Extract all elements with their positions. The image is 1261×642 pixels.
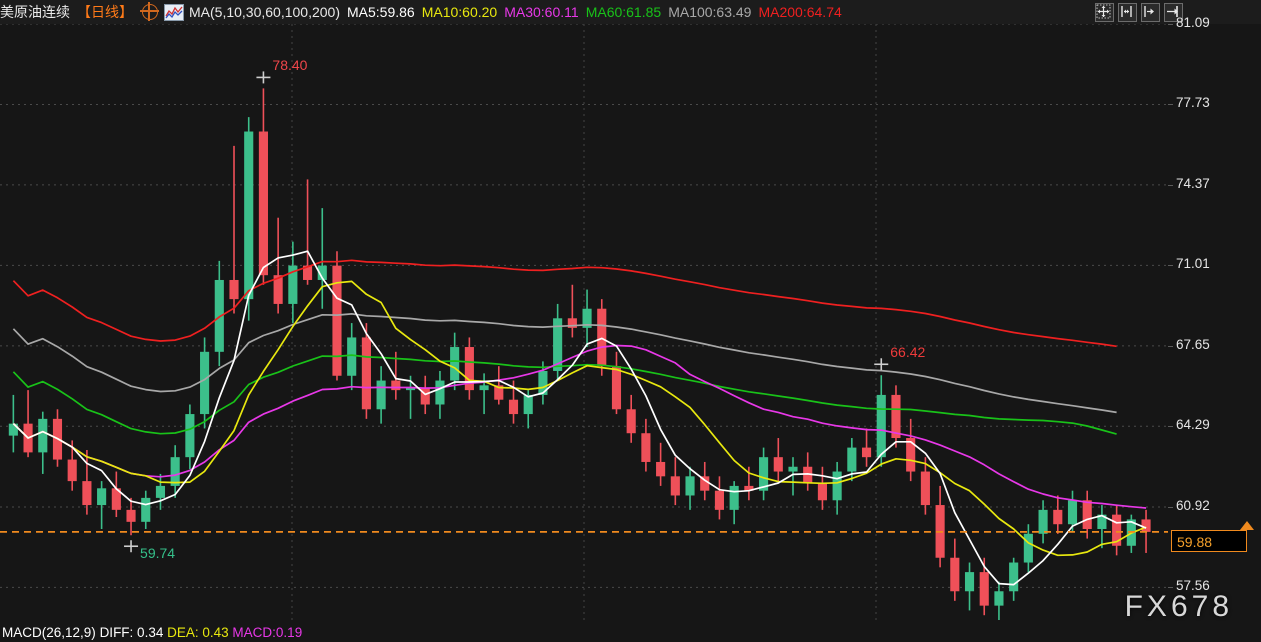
- price-tick-mark: [1168, 104, 1173, 106]
- price-tick-mark: [1168, 184, 1173, 186]
- price-tick-label: 60.92: [1176, 497, 1210, 513]
- chart-toolbar: [1095, 3, 1183, 22]
- price-tick-label: 81.09: [1176, 15, 1210, 30]
- macd-indicator-name: MACD(26,12,9): [2, 625, 96, 640]
- price-tick-label: 74.37: [1176, 175, 1210, 191]
- price-tick-label: 64.29: [1176, 417, 1210, 433]
- plot-canvas: [0, 24, 1168, 620]
- macd-value: MACD:0.19: [232, 625, 303, 640]
- ma-definition: MA(5,10,30,60,100,200): [189, 4, 340, 20]
- price-plot[interactable]: [0, 24, 1168, 620]
- price-tick-mark: [1168, 24, 1173, 25]
- macd-diff-value: DIFF: 0.34: [99, 625, 164, 640]
- shift-right-icon[interactable]: [1141, 3, 1160, 22]
- jump-end-icon[interactable]: [1164, 3, 1183, 22]
- last-price-badge[interactable]: 59.88: [1171, 529, 1247, 552]
- ma200-value: MA200:64.74: [758, 4, 842, 20]
- ma100-value: MA100:63.49: [668, 4, 752, 20]
- price-tick-mark: [1168, 265, 1173, 267]
- price-axis[interactable]: 81.09 77.73 74.37 71.01 67.65 64.29 60.92 57.56…: [1168, 15, 1261, 620]
- price-tick-label: 71.01: [1176, 256, 1210, 272]
- last-price-arrow-icon: [1240, 520, 1254, 530]
- price-tick-mark: [1168, 506, 1173, 508]
- low-annotation-left: 59.74: [140, 545, 176, 562]
- ma10-value: MA10:60.20: [421, 4, 498, 20]
- watermark: FX678: [1124, 590, 1233, 623]
- macd-panel[interactable]: MACD(26,12,9) DIFF: 0.34 DEA: 0.43 MACD:…: [0, 620, 1261, 642]
- crosshair-move-icon[interactable]: [1095, 3, 1114, 22]
- ma5-value: MA5:59.86: [347, 4, 415, 20]
- ma60-value: MA60:61.85: [585, 4, 662, 20]
- ma30-value: MA30:60.11: [504, 4, 579, 20]
- zoom-fit-icon[interactable]: [1118, 3, 1137, 22]
- price-tick-label: 57.56: [1176, 578, 1210, 594]
- line-chart-icon[interactable]: [164, 3, 184, 21]
- period-label[interactable]: 【日线】: [77, 4, 133, 20]
- target-icon[interactable]: [140, 2, 159, 21]
- macd-dea-value: DEA: 0.43: [167, 625, 229, 640]
- price-tick-label: 77.73: [1176, 95, 1210, 111]
- high-annotation: 78.40: [272, 57, 308, 74]
- price-tick-mark: [1168, 345, 1173, 347]
- chart-header: 美原油连续 【日线】 MA(5,10,30,60,100,200) MA5:59…: [0, 0, 1261, 24]
- price-tick-mark: [1168, 426, 1173, 428]
- symbol-name[interactable]: 美原油连续: [0, 4, 70, 20]
- mid-annotation: 66.42: [890, 344, 926, 361]
- price-tick-label: 67.65: [1176, 336, 1210, 352]
- price-tick-mark: [1168, 587, 1173, 589]
